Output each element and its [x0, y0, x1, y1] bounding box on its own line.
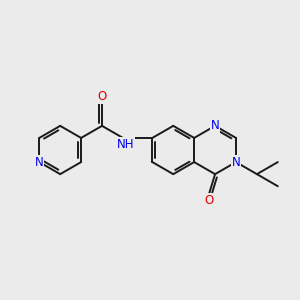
Text: N: N — [211, 119, 220, 132]
Text: NH: NH — [116, 138, 134, 151]
Text: N: N — [232, 156, 240, 169]
Text: N: N — [35, 156, 44, 169]
Text: O: O — [98, 90, 106, 103]
Text: O: O — [204, 194, 213, 207]
